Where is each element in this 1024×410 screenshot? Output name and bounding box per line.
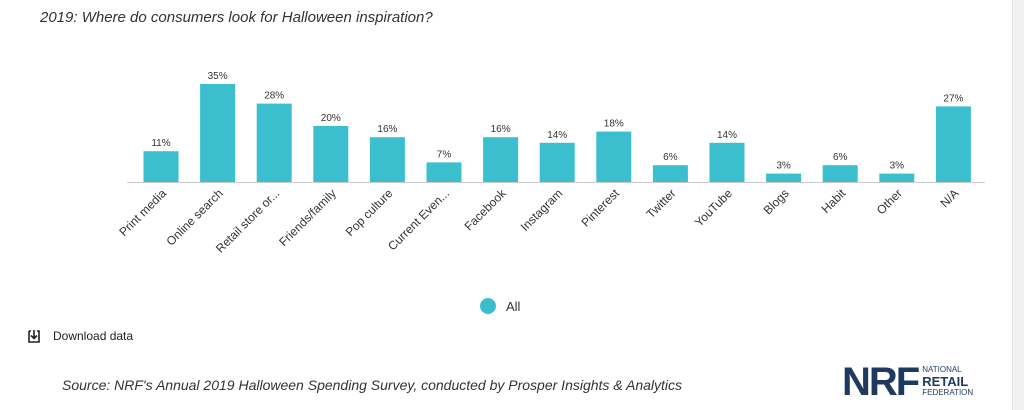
logo-line-2: Retail bbox=[922, 374, 969, 389]
bar-7[interactable] bbox=[539, 142, 575, 182]
x-tick-label-6: Facebook bbox=[462, 186, 510, 234]
scrollbar-track[interactable] bbox=[1013, 0, 1024, 410]
bar-2[interactable] bbox=[256, 103, 292, 182]
bar-4[interactable] bbox=[369, 137, 405, 182]
bar-10[interactable] bbox=[709, 142, 745, 182]
bar-5[interactable] bbox=[426, 162, 462, 182]
x-tick-label-12: Habit bbox=[819, 186, 849, 216]
bar-3[interactable] bbox=[313, 126, 349, 182]
bar-12[interactable] bbox=[822, 165, 858, 182]
data-label-8: 18% bbox=[604, 119, 624, 130]
x-tick-label-11: Blogs bbox=[761, 186, 792, 217]
x-tick-label-7: Instagram bbox=[518, 186, 566, 234]
download-data-button[interactable]: Download data bbox=[26, 328, 133, 344]
data-label-0: 11% bbox=[151, 138, 170, 149]
data-label-1: 35% bbox=[208, 71, 228, 82]
bar-0[interactable] bbox=[143, 151, 179, 182]
x-tick-label-0: Print media bbox=[116, 186, 169, 239]
bar-6[interactable] bbox=[483, 137, 519, 182]
data-label-6: 16% bbox=[491, 124, 511, 135]
download-label: Download data bbox=[53, 329, 134, 343]
x-tick-label-9: Twitter bbox=[644, 186, 679, 221]
data-label-3: 20% bbox=[321, 113, 341, 124]
data-label-12: 6% bbox=[833, 152, 848, 163]
bar-1[interactable] bbox=[200, 84, 236, 182]
bar-14[interactable] bbox=[935, 106, 971, 182]
logo-line-3: Federation bbox=[922, 388, 974, 397]
data-label-11: 3% bbox=[776, 161, 791, 172]
logo-line-1: National bbox=[922, 365, 962, 374]
data-label-2: 28% bbox=[264, 91, 284, 102]
x-tick-label-4: Pop culture bbox=[343, 186, 396, 239]
x-tick-label-8: Pinterest bbox=[579, 186, 623, 230]
data-label-13: 3% bbox=[890, 161, 905, 172]
logo-mark: NRF bbox=[842, 360, 920, 404]
bar-11[interactable] bbox=[766, 173, 802, 182]
data-label-9: 6% bbox=[663, 152, 678, 163]
chart-title: 2019: Where do consumers look for Hallow… bbox=[40, 9, 433, 26]
x-tick-label-14: N/A bbox=[937, 186, 961, 210]
legend[interactable]: All bbox=[480, 298, 520, 314]
x-tick-label-1: Online search bbox=[163, 186, 225, 248]
logo-wordmark: National Retail Federation bbox=[922, 365, 973, 398]
download-icon bbox=[28, 330, 40, 343]
data-label-5: 7% bbox=[437, 149, 452, 160]
nrf-logo: NRF National Retail Federation bbox=[842, 360, 973, 404]
data-label-4: 16% bbox=[377, 124, 397, 135]
legend-marker bbox=[480, 298, 496, 314]
bar-8[interactable] bbox=[596, 131, 632, 182]
data-label-10: 14% bbox=[717, 130, 737, 141]
x-tick-label-13: Other bbox=[874, 186, 905, 217]
x-tick-label-10: YouTube bbox=[692, 186, 735, 229]
data-label-7: 14% bbox=[547, 130, 567, 141]
bar-13[interactable] bbox=[879, 173, 915, 182]
source-note: Source: NRF's Annual 2019 Halloween Spen… bbox=[62, 377, 683, 393]
legend-label: All bbox=[506, 298, 521, 314]
x-tick-label-3: Friends/family bbox=[276, 186, 339, 249]
bar-9[interactable] bbox=[652, 165, 688, 182]
data-label-14: 27% bbox=[943, 93, 963, 104]
